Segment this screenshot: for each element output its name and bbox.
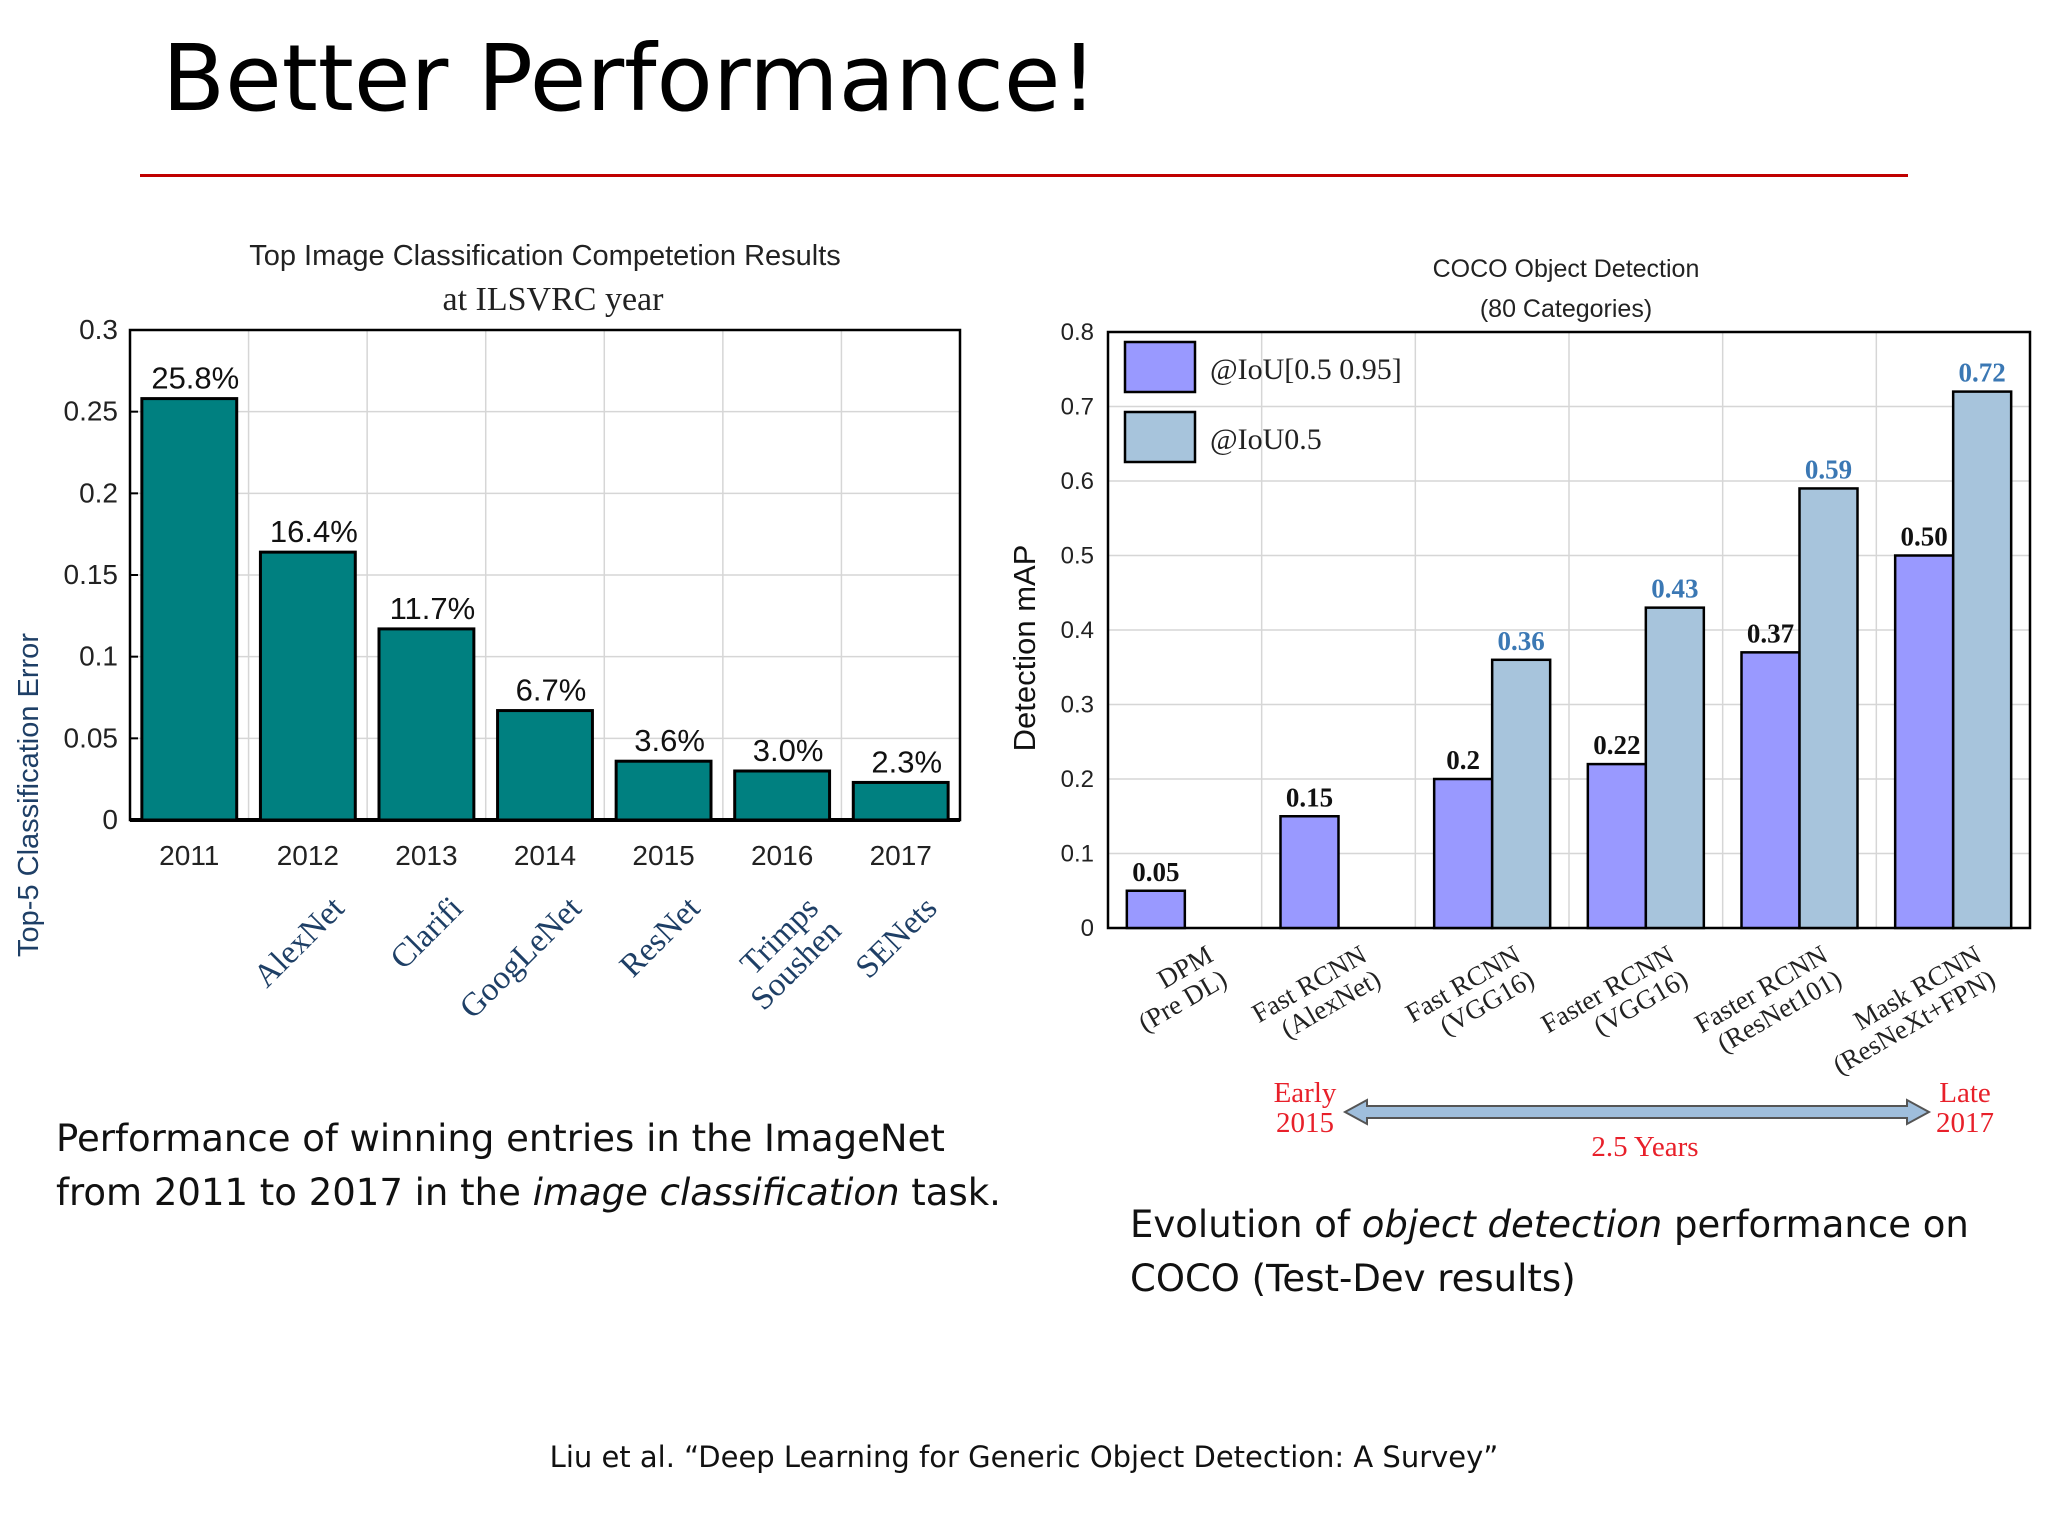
data-label: 0.15 — [1286, 782, 1333, 812]
chart-subtitle: (80 Categories) — [1480, 295, 1652, 323]
timeline-start: Early 2015 — [1274, 1077, 1337, 1139]
chart-title: COCO Object Detection — [1433, 255, 1700, 283]
bar-iou-range — [1893, 554, 1955, 930]
bar — [614, 759, 713, 822]
y-tick-label: 0.1 — [1061, 841, 1094, 868]
x-tick-label: 2016 — [751, 840, 813, 871]
legend: @IoU[0.5 0.95] @IoU0.5 — [1123, 340, 1402, 464]
legend-swatch — [1123, 340, 1197, 394]
tick-labels: 0 0.05 0.1 0.15 0.2 0.25 0.3 2011 2012 2013 2014 20… — [64, 314, 932, 871]
data-label: 0.59 — [1805, 454, 1852, 484]
data-label: 3.6% — [634, 723, 705, 758]
model-label: Clarifi — [384, 890, 470, 976]
timeline-end: Late 2017 — [1936, 1077, 1994, 1139]
x-tick-label: 2011 — [159, 840, 219, 871]
bar — [851, 780, 950, 822]
y-tick-label: 0.7 — [1061, 394, 1094, 421]
x-tick-label: Fast RCNN(VGG16) — [1400, 939, 1539, 1053]
bar-iou-range — [1432, 777, 1494, 930]
grid — [1106, 330, 2032, 930]
timeline: Early 2015 Late 2017 2.5 Years — [1274, 1077, 1994, 1163]
y-tick-label: 0.2 — [79, 477, 118, 508]
y-tick-label: 0.6 — [1061, 468, 1094, 495]
y-tick-label: 0.4 — [1061, 617, 1094, 644]
data-label: 11.7% — [390, 591, 476, 626]
timeline-arrow — [1342, 1098, 1932, 1126]
y-tick-label: 0.5 — [1061, 543, 1094, 570]
bar — [140, 397, 239, 822]
legend-swatch — [1123, 410, 1197, 464]
model-label: AlexNet — [247, 890, 352, 995]
bar — [496, 709, 594, 822]
data-label: 6.7% — [516, 673, 587, 708]
bar-iou-range — [1740, 651, 1801, 930]
x-tick-label: 2012 — [277, 840, 339, 871]
bar-iou-range — [1279, 815, 1340, 930]
bar — [733, 769, 832, 822]
data-label: 3.0% — [753, 733, 824, 768]
y-tick-label: 0.15 — [64, 559, 119, 590]
imagenet-classification-chart: Top Image Classification Competetion Res… — [13, 240, 962, 1026]
bar — [258, 550, 357, 822]
x-tick-label: 2015 — [632, 840, 694, 871]
bar-iou-05 — [1798, 487, 1859, 930]
data-label: 0.05 — [1132, 857, 1179, 887]
y-tick-label: 0.25 — [64, 396, 119, 427]
bar-iou-05 — [1490, 658, 1552, 930]
bar-iou-range — [1586, 762, 1648, 930]
legend-label: @IoU[0.5 0.95] — [1210, 353, 1402, 386]
bar-iou-05 — [1644, 606, 1706, 930]
bar-iou-range — [1125, 889, 1187, 930]
data-label: 2.3% — [871, 744, 942, 779]
slide-title: Better Performance! — [162, 25, 1098, 132]
y-tick-label: 0.8 — [1061, 319, 1094, 346]
x-tick-label: Faster RCNN(ResNet101) — [1690, 939, 1847, 1063]
data-label: 0.37 — [1747, 618, 1794, 648]
data-label: 0.72 — [1959, 358, 2006, 388]
data-label: 0.43 — [1651, 574, 1698, 604]
y-tick-label: 0.1 — [79, 641, 118, 672]
x-tick-label: Faster RCNN(VGG16) — [1536, 939, 1693, 1063]
chart-title: Top Image Classification Competetion Res… — [249, 240, 841, 272]
y-tick-label: 0.3 — [79, 314, 118, 345]
y-axis-label: Top-5 Classification Error — [13, 633, 45, 957]
data-label: 0.50 — [1901, 522, 1948, 552]
model-label: ResNet — [613, 890, 707, 984]
timeline-span: 2.5 Years — [1591, 1131, 1698, 1163]
model-label: TrimpsSoushen — [721, 890, 848, 1017]
bars: 0.05 0.15 0.2 0.36 0.22 0.43 0.37 0.59 0.50 0.72 — [1125, 358, 2013, 930]
x-tick-label: 2013 — [395, 840, 457, 871]
bar-iou-05 — [1951, 390, 2013, 930]
x-tick-label: Fast RCNN(AlexNet) — [1247, 939, 1386, 1053]
y-axis-label: Detection mAP — [1007, 545, 1042, 752]
bars: 25.8% 16.4% 11.7% 6.7% 3.6% 3.0% 2.3% — [140, 361, 950, 822]
chart-subtitle: at ILSVRC year — [443, 281, 665, 318]
model-label: SENets — [849, 890, 944, 985]
citation: Liu et al. “Deep Learning for Generic Ob… — [549, 1440, 1499, 1474]
caption-detection: Evolution of object detection performanc… — [1130, 1203, 1969, 1300]
y-tick-label: 0.05 — [64, 722, 119, 753]
caption-classification: Performance of winning entries in the Im… — [56, 1117, 1001, 1214]
y-tick-label: 0.2 — [1061, 766, 1094, 793]
y-tick-label: 0 — [102, 804, 118, 835]
x-tick-label: Mask RCNN(ResNeXt+FPN) — [1814, 939, 2000, 1080]
x-tick-label: DPM(Pre DL) — [1119, 939, 1232, 1038]
data-label: 0.2 — [1446, 745, 1480, 775]
plot-frame — [1106, 330, 2032, 930]
y-tick-label: 0.3 — [1061, 692, 1094, 719]
data-label: 16.4% — [270, 514, 358, 549]
data-label: 0.22 — [1593, 730, 1640, 760]
data-label: 25.8% — [151, 361, 239, 396]
legend-label: @IoU0.5 — [1210, 423, 1322, 456]
x-tick-label: 2017 — [870, 840, 932, 871]
y-tick-label: 0 — [1081, 915, 1094, 942]
bar — [377, 627, 476, 822]
data-label: 0.36 — [1498, 626, 1545, 656]
title-divider — [140, 174, 1908, 177]
model-label: GoogLeNet — [453, 890, 589, 1026]
coco-detection-chart: COCO Object Detection (80 Categories) De… — [1007, 255, 2032, 1163]
x-tick-label: 2014 — [514, 840, 576, 871]
